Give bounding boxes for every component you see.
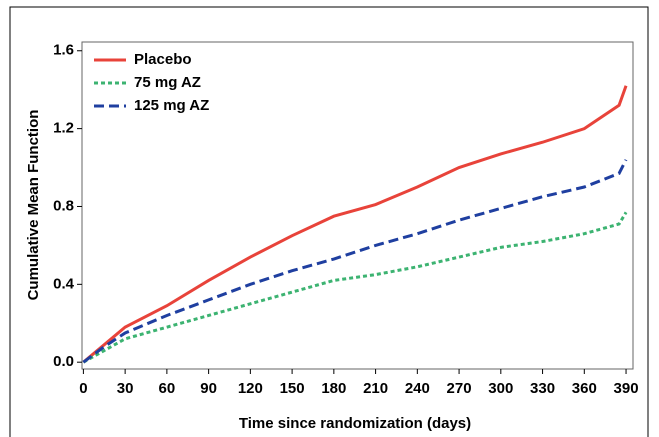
x-tick-label: 90 (200, 380, 217, 397)
x-tick-label: 0 (79, 380, 87, 397)
y-tick-label: 0.8 (53, 197, 74, 214)
plot-frame (81, 41, 634, 370)
y-tick-label: 1.2 (53, 120, 74, 137)
x-tick-label: 330 (530, 380, 555, 397)
x-tick-label: 360 (572, 380, 597, 397)
series-line (82, 85, 628, 364)
x-tick-label: 240 (405, 380, 430, 397)
x-tick-label: 120 (238, 380, 263, 397)
x-axis-title: Time since randomization (days) (239, 415, 471, 432)
legend-label: 75 mg AZ (134, 74, 201, 91)
x-tick-label: 180 (321, 380, 346, 397)
y-axis-title: Cumulative Mean Function (25, 110, 42, 301)
x-tick-label: 390 (614, 380, 639, 397)
legend-label: 125 mg AZ (134, 97, 209, 114)
x-tick-label: 210 (363, 380, 388, 397)
x-tick-label: 270 (447, 380, 472, 397)
series-line (82, 159, 628, 364)
y-tick-label: 0.4 (53, 275, 75, 292)
x-tick-label: 30 (117, 380, 134, 397)
y-tick-label: 0.0 (53, 353, 74, 370)
x-tick-label: 150 (280, 380, 305, 397)
series-line (82, 211, 628, 364)
y-tick-label: 1.6 (53, 42, 74, 59)
x-tick-label: 60 (159, 380, 176, 397)
legend-label: Placebo (134, 51, 192, 68)
figure-frame (9, 6, 649, 437)
x-tick-label: 300 (488, 380, 513, 397)
